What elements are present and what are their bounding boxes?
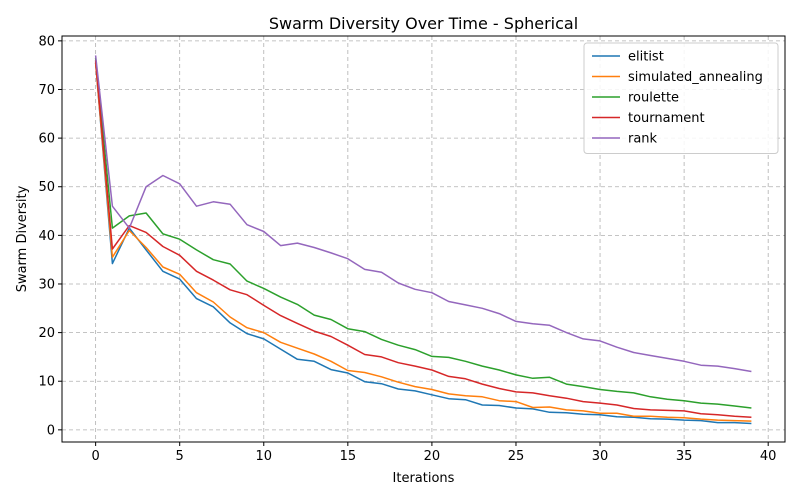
y-tick-label: 30 bbox=[38, 277, 55, 292]
y-tick-label: 10 bbox=[38, 375, 55, 390]
x-tick-label: 5 bbox=[176, 449, 184, 464]
legend-entry-roulette: roulette bbox=[628, 91, 679, 106]
y-tick-label: 0 bbox=[47, 423, 55, 438]
y-tick-label: 60 bbox=[38, 132, 55, 147]
y-tick-label: 50 bbox=[38, 180, 55, 195]
legend-box bbox=[583, 42, 779, 154]
x-tick-label: 40 bbox=[760, 449, 777, 464]
series-line-roulette bbox=[94, 57, 752, 409]
y-tick-label: 40 bbox=[38, 229, 55, 244]
x-tick-label: 0 bbox=[91, 449, 99, 464]
legend-entry-simulated-annealing: simulated_annealing bbox=[628, 70, 763, 85]
legend: elitist simulated_annealing roulette tourna… bbox=[583, 42, 779, 154]
x-tick-label: 30 bbox=[592, 449, 609, 464]
y-tick-label: 20 bbox=[38, 326, 55, 341]
series-line-elitist bbox=[94, 62, 752, 425]
axis-ticks: 0 5 10 15 20 25 30 35 40 0 10 20 30 40 50 60 70 80 bbox=[38, 34, 776, 464]
legend-entry-tournament: tournament bbox=[628, 111, 705, 126]
x-tick-label: 20 bbox=[424, 449, 441, 464]
x-tick-label: 15 bbox=[340, 449, 357, 464]
legend-entry-elitist: elitist bbox=[628, 50, 664, 65]
series-line-rank bbox=[94, 55, 752, 373]
series-line-simulated-annealing bbox=[94, 62, 752, 422]
plot-frame bbox=[61, 35, 786, 443]
x-tick-label: 25 bbox=[508, 449, 525, 464]
legend-entry-rank: rank bbox=[628, 132, 658, 147]
chart-title: Swarm Diversity Over Time - Spherical bbox=[269, 14, 578, 33]
series-lines bbox=[94, 55, 752, 425]
y-tick-label: 80 bbox=[38, 34, 55, 49]
y-tick-label: 70 bbox=[38, 83, 55, 98]
x-tick-label: 35 bbox=[676, 449, 693, 464]
y-axis-label: Swarm Diversity bbox=[15, 185, 30, 292]
x-tick-label: 10 bbox=[255, 449, 272, 464]
series-line-tournament bbox=[94, 60, 752, 418]
x-axis-label: Iterations bbox=[393, 471, 455, 486]
